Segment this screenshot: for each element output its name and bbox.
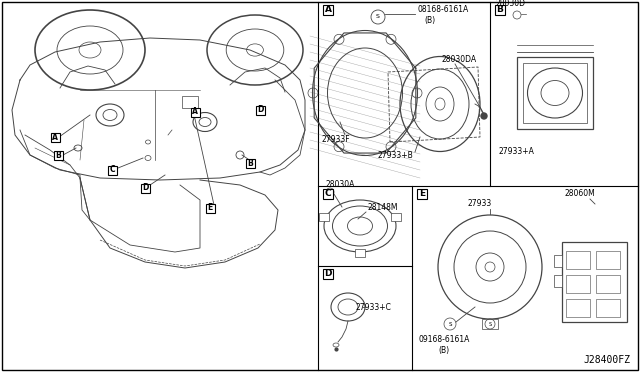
Text: 27933+A: 27933+A	[498, 148, 534, 157]
Text: D: D	[324, 269, 332, 279]
FancyBboxPatch shape	[517, 57, 593, 129]
FancyBboxPatch shape	[319, 213, 330, 221]
Text: 28030D: 28030D	[496, 0, 526, 9]
FancyBboxPatch shape	[205, 203, 214, 212]
FancyBboxPatch shape	[323, 189, 333, 199]
FancyBboxPatch shape	[323, 5, 333, 15]
Text: B: B	[55, 151, 61, 160]
Text: (B): (B)	[438, 346, 449, 355]
Text: 08168-6161A: 08168-6161A	[418, 4, 469, 13]
Text: B: B	[247, 158, 253, 167]
Text: D: D	[257, 106, 263, 115]
FancyBboxPatch shape	[141, 183, 150, 192]
Text: 27933+C: 27933+C	[356, 302, 392, 311]
FancyBboxPatch shape	[246, 158, 255, 167]
FancyBboxPatch shape	[390, 213, 401, 221]
Text: A: A	[192, 108, 198, 116]
FancyBboxPatch shape	[596, 251, 620, 269]
Text: 28030A: 28030A	[325, 180, 355, 189]
Text: 28060M: 28060M	[564, 189, 595, 199]
Text: D: D	[142, 183, 148, 192]
Text: J28400FZ: J28400FZ	[583, 355, 630, 365]
FancyBboxPatch shape	[482, 319, 498, 329]
Text: 27933F: 27933F	[322, 135, 351, 144]
FancyBboxPatch shape	[182, 96, 198, 108]
FancyBboxPatch shape	[495, 5, 505, 15]
Text: S: S	[376, 15, 380, 19]
FancyBboxPatch shape	[417, 189, 427, 199]
FancyBboxPatch shape	[562, 242, 627, 322]
Text: A: A	[324, 6, 332, 15]
FancyBboxPatch shape	[355, 249, 365, 257]
FancyBboxPatch shape	[566, 251, 590, 269]
Text: E: E	[419, 189, 425, 199]
Text: A: A	[52, 132, 58, 141]
FancyBboxPatch shape	[51, 132, 60, 141]
Circle shape	[481, 113, 487, 119]
FancyBboxPatch shape	[255, 106, 264, 115]
Text: S: S	[448, 321, 452, 327]
Text: B: B	[497, 6, 504, 15]
FancyBboxPatch shape	[54, 151, 63, 160]
FancyBboxPatch shape	[191, 108, 200, 116]
Text: C: C	[324, 189, 332, 199]
Text: S: S	[488, 321, 492, 327]
FancyBboxPatch shape	[108, 166, 116, 174]
Text: E: E	[207, 203, 212, 212]
FancyBboxPatch shape	[554, 255, 562, 267]
Text: 27933: 27933	[468, 199, 492, 208]
FancyBboxPatch shape	[566, 299, 590, 317]
FancyBboxPatch shape	[596, 275, 620, 293]
FancyBboxPatch shape	[554, 275, 562, 287]
Text: 09168-6161A: 09168-6161A	[419, 334, 470, 343]
Text: (B): (B)	[424, 16, 435, 25]
FancyBboxPatch shape	[596, 299, 620, 317]
Text: 28030DA: 28030DA	[442, 55, 477, 64]
FancyBboxPatch shape	[323, 269, 333, 279]
Text: 27933+B: 27933+B	[378, 151, 413, 160]
FancyBboxPatch shape	[523, 63, 587, 123]
FancyBboxPatch shape	[566, 275, 590, 293]
Text: 28148M: 28148M	[368, 202, 399, 212]
Text: C: C	[109, 166, 115, 174]
